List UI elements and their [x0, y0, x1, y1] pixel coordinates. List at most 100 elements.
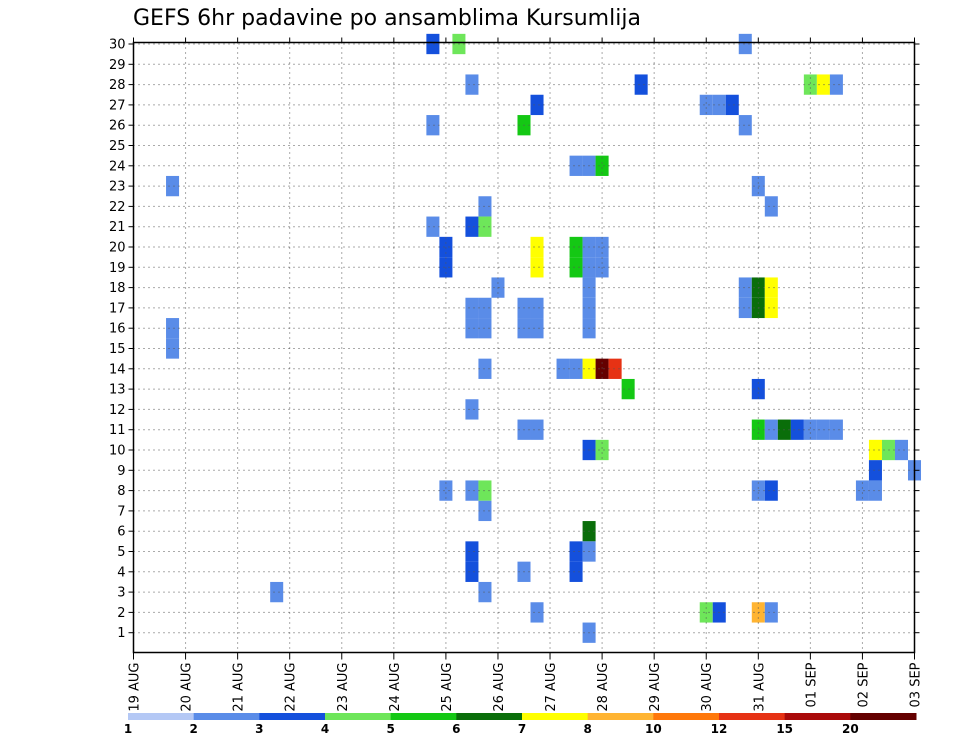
x-tick-label: 25 AUG [440, 663, 455, 712]
heat-cell [465, 480, 479, 501]
colorbar-label: 7 [518, 722, 526, 736]
colorbar-segment [653, 713, 720, 720]
y-tick-label: 24 [109, 159, 126, 174]
x-tick-label: 23 AUG [336, 663, 351, 712]
x-tick-label: 21 AUG [232, 663, 247, 712]
y-tick-label: 3 [117, 586, 125, 601]
colorbar-segment [784, 713, 851, 720]
x-tick-label: 26 AUG [492, 663, 507, 712]
heat-cell [465, 216, 479, 237]
heat-cell [556, 358, 570, 379]
x-tick-label: 02 SEP [856, 662, 871, 707]
y-tick-label: 10 [109, 444, 126, 459]
heat-cell [530, 419, 544, 440]
colorbar-segment [587, 713, 654, 720]
heat-cell [530, 236, 544, 258]
heat-cell [725, 94, 739, 116]
heat-cell [595, 155, 609, 176]
heat-cell [764, 480, 778, 501]
heat-cell [699, 94, 713, 116]
y-tick-label: 12 [109, 403, 126, 418]
heat-cell [166, 338, 180, 359]
heat-cell [894, 439, 908, 461]
colorbar-segment [325, 713, 392, 720]
heat-cell [738, 277, 752, 298]
y-tick-label: 28 [109, 78, 126, 93]
heat-cell [478, 196, 492, 217]
colorbar-segment [719, 713, 786, 720]
heat-cell [881, 439, 895, 461]
heat-cell [465, 399, 479, 420]
y-tick-label: 15 [109, 342, 126, 357]
heat-cell [868, 439, 882, 461]
heat-cell [465, 541, 479, 562]
heat-cell [465, 561, 479, 582]
y-tick-label: 13 [109, 383, 126, 398]
plot-frame [132, 41, 916, 654]
heat-cell [816, 74, 830, 95]
x-tick-label: 22 AUG [284, 663, 299, 712]
heat-cell [478, 216, 492, 237]
colorbar: 1 2 3 4 5 6 7 8 10 12 15 20 [124, 713, 917, 736]
y-tick-label: 27 [109, 98, 126, 113]
heat-cell [608, 358, 622, 379]
heat-cell [790, 419, 804, 440]
y-tick-label: 16 [109, 322, 126, 337]
heat-cell [530, 602, 544, 623]
heat-cell [569, 236, 583, 258]
y-tick-label: 17 [109, 301, 126, 316]
heat-cell [478, 318, 492, 339]
y-tick-label: 23 [109, 180, 126, 195]
x-tick-label: 27 AUG [544, 663, 559, 712]
y-tick-label: 22 [109, 200, 126, 215]
heat-cell [751, 602, 765, 623]
heat-cell [166, 318, 180, 339]
heat-cell [426, 216, 440, 237]
colorbar-segment [850, 713, 917, 720]
heat-cell [426, 33, 440, 55]
heat-cell [569, 257, 583, 278]
y-tick-label: 4 [117, 565, 125, 580]
x-tick-label: 30 AUG [700, 663, 715, 712]
heat-cell [465, 318, 479, 339]
heat-cell [621, 378, 635, 400]
heat-cell [439, 236, 453, 258]
colorbar-label: 1 [124, 722, 132, 736]
colorbar-label: 5 [386, 722, 394, 736]
x-tick-label: 28 AUG [596, 663, 611, 712]
colorbar-label: 15 [776, 722, 793, 736]
y-axis: 1234567891011121314151617181920212223242… [109, 38, 920, 641]
heat-cell [738, 297, 752, 319]
heat-cell [868, 460, 882, 481]
heat-cell [751, 480, 765, 501]
heat-cell [764, 297, 778, 319]
heat-cell [764, 419, 778, 440]
heat-cell [751, 419, 765, 440]
heat-cell [764, 277, 778, 298]
heat-cell [478, 500, 492, 522]
x-tick-label: 19 AUG [128, 663, 143, 712]
heat-cell [569, 358, 583, 379]
heat-cell [439, 480, 453, 501]
y-tick-label: 19 [109, 261, 126, 276]
heat-cell [855, 480, 869, 501]
heat-cell [465, 297, 479, 319]
cells-layer [166, 33, 922, 643]
heat-cell [816, 419, 830, 440]
heat-cell [738, 33, 752, 55]
colorbar-label: 8 [583, 722, 591, 736]
heat-cell [699, 602, 713, 623]
heat-cell [569, 541, 583, 562]
heat-cell [530, 257, 544, 278]
heat-cell [634, 74, 648, 95]
heat-cell [764, 196, 778, 217]
heat-cell [803, 419, 817, 440]
colorbar-label: 3 [255, 722, 263, 736]
heat-cell [764, 602, 778, 623]
heat-cell [595, 358, 609, 379]
heat-cell [478, 480, 492, 501]
colorbar-label: 4 [321, 722, 329, 736]
heat-cell [829, 74, 843, 95]
heat-cell [270, 581, 284, 603]
